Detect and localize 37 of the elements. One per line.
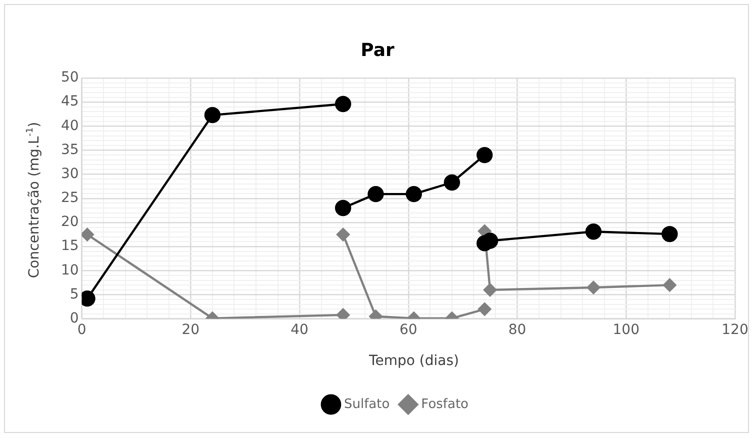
point [368,186,384,202]
point [204,106,221,124]
chart-title: Par [360,40,396,61]
point [334,200,352,216]
point [406,186,422,202]
point [585,224,602,240]
y-tick-label: 5 [70,286,79,302]
point [334,96,352,112]
legend-label: Fosfato [421,396,469,412]
y-tick-label: 40 [60,118,79,134]
y-tick-label: 45 [60,94,79,110]
y-tick-label: 15 [60,238,79,254]
point [663,278,676,292]
y-tick-label: 50 [60,70,79,86]
y-tick-label: 25 [60,190,79,206]
point [444,174,460,191]
x-tick-label: 80 [508,322,526,338]
x-tick-label: 40 [290,322,308,338]
legend-label: Sulfato [344,396,390,412]
point [82,228,94,242]
point [586,280,600,294]
point [483,283,497,297]
point [662,226,678,242]
x-tick-label: 120 [722,322,748,338]
point [336,308,350,319]
x-tick-label: 60 [399,322,418,338]
y-tick-label: 10 [60,262,79,278]
y-tick-label: 30 [60,166,79,182]
x-tick-label: 100 [612,322,640,338]
point [336,228,350,242]
x-tick-label: 20 [182,322,200,338]
point [476,146,493,164]
y-tick-label: 35 [60,142,79,158]
x-axis-title: Tempo (dias) [368,353,460,369]
y-tick-label: 20 [60,214,79,230]
y-tick-label: 0 [70,310,79,326]
point [478,302,492,316]
